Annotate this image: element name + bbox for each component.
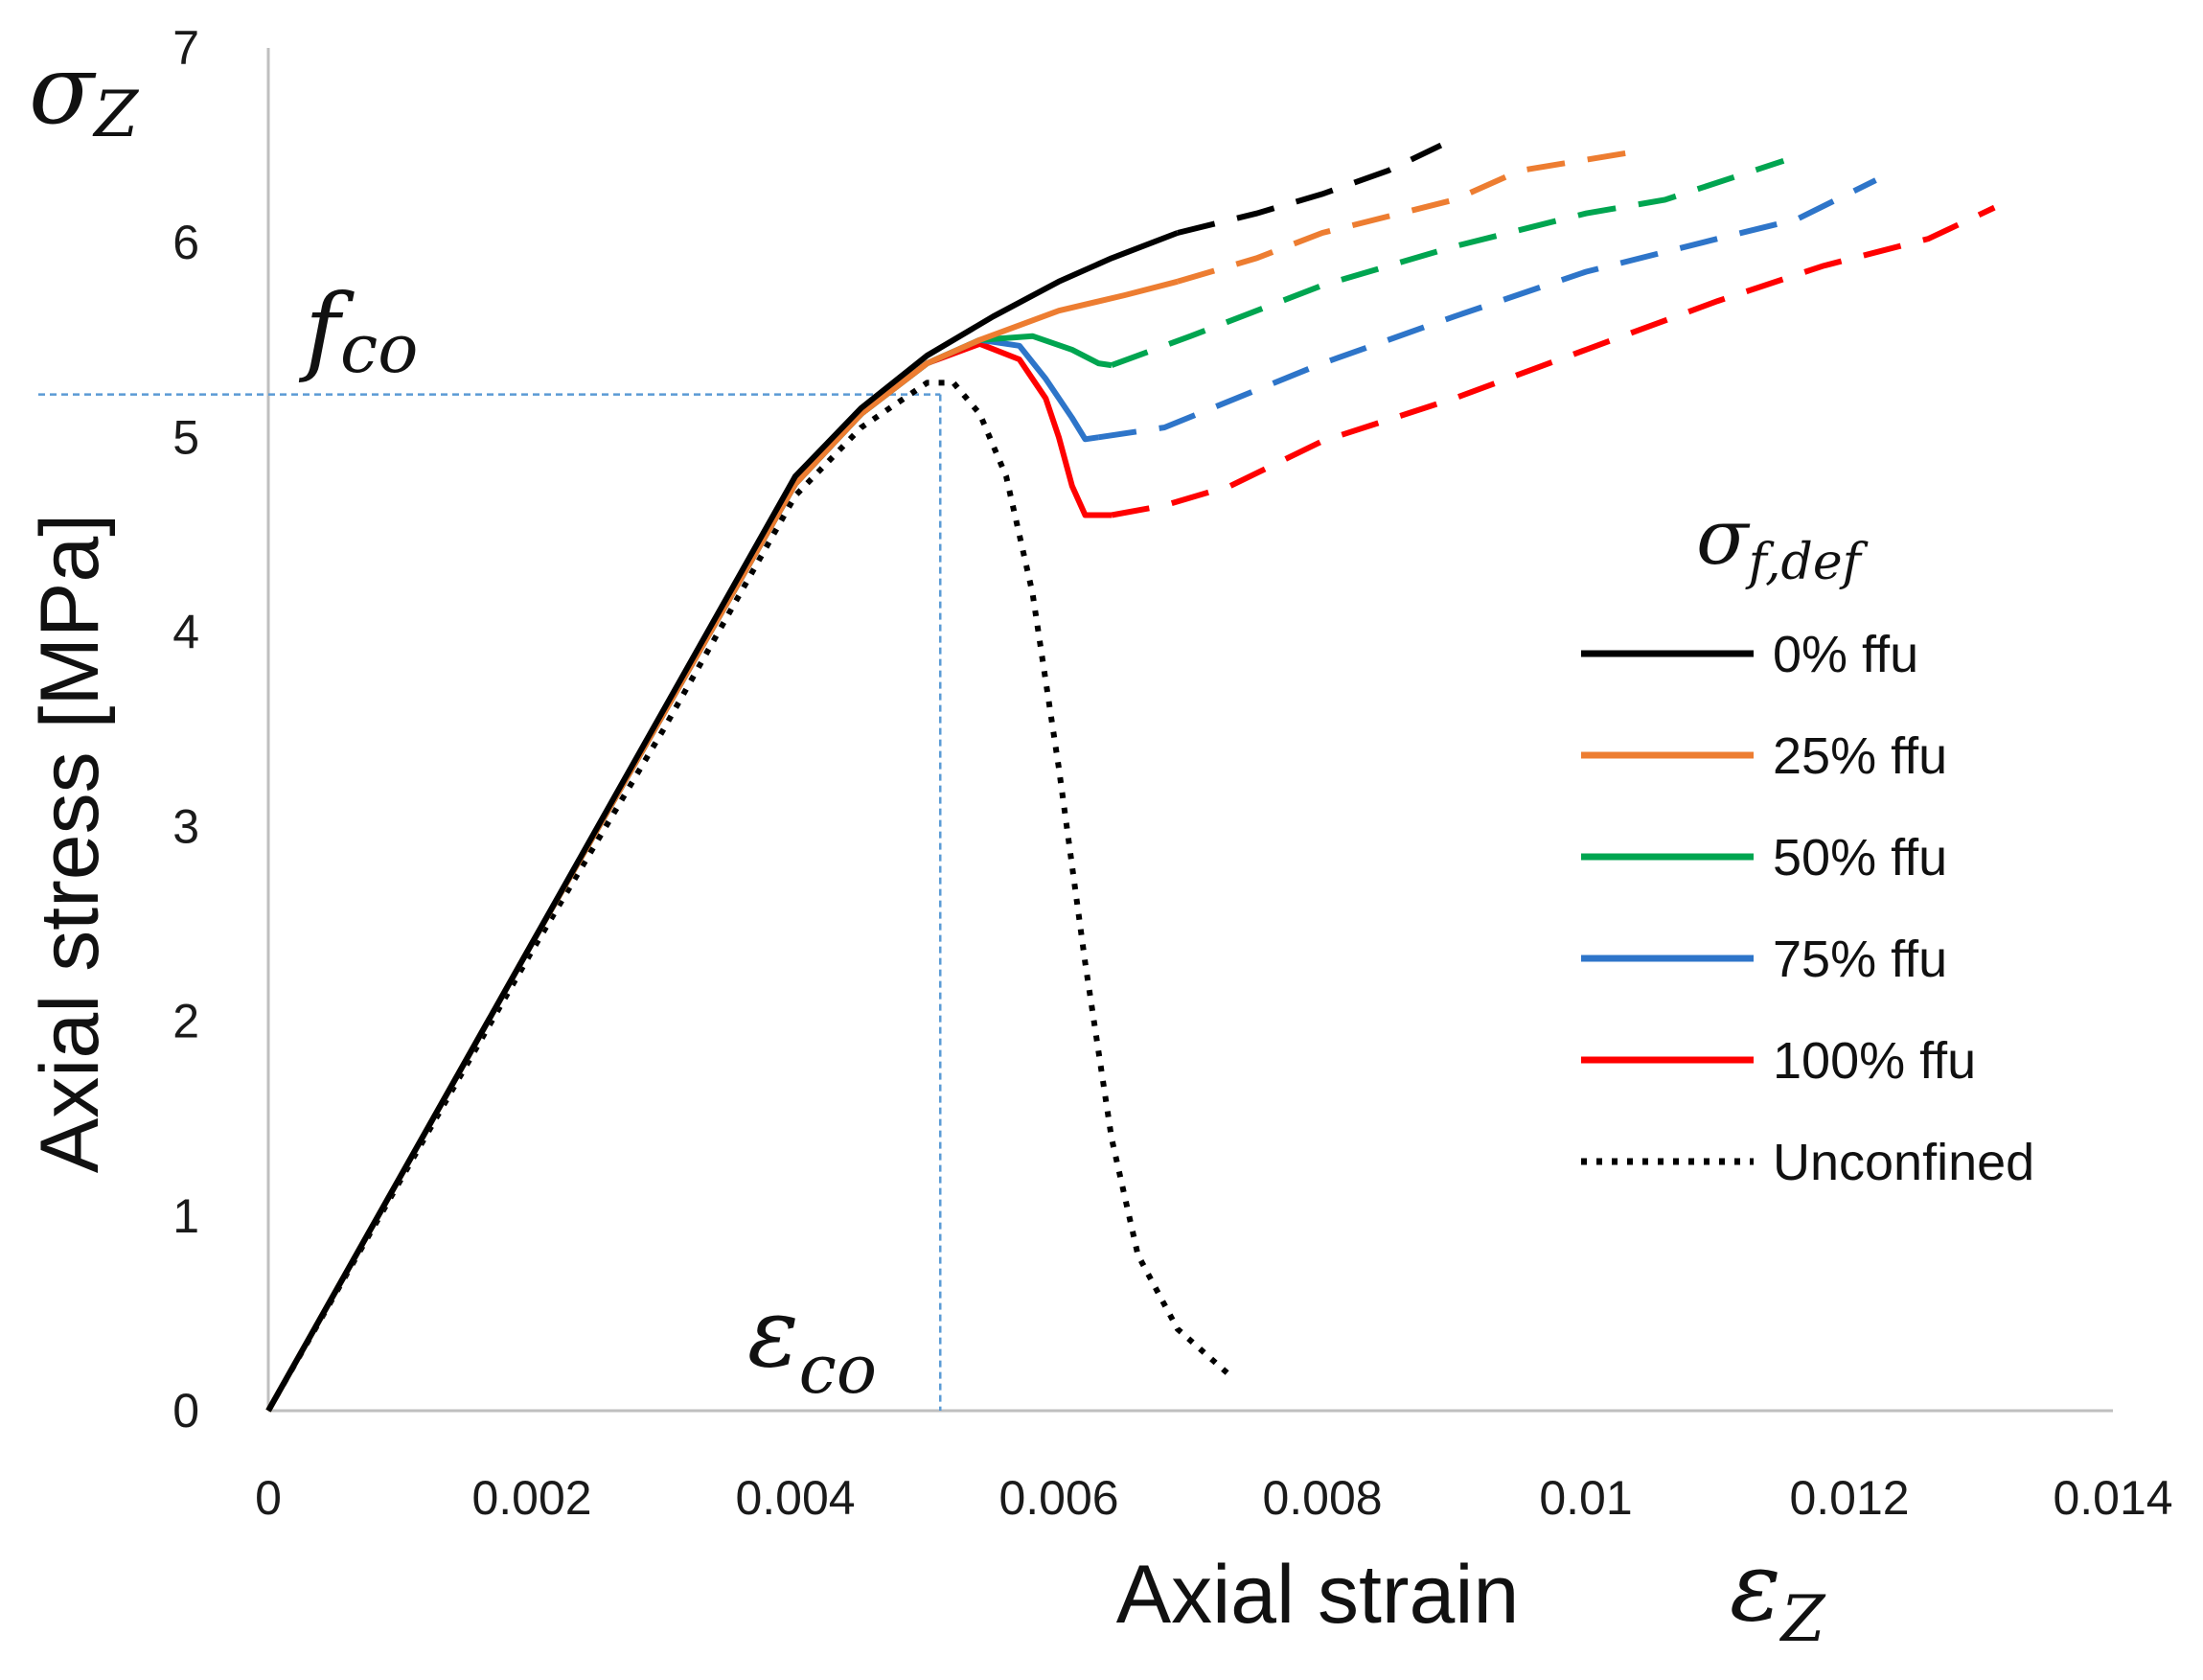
x-tick-label: 0.014 <box>2053 1471 2172 1525</box>
y-tick-label: 1 <box>172 1189 199 1243</box>
x-tick-label: 0.008 <box>1262 1471 1382 1525</box>
y-tick-label: 7 <box>172 21 199 75</box>
series-0pct-ffu-extension <box>1177 142 1443 236</box>
y-tick-label: 3 <box>172 800 199 854</box>
series-100pct-ffu-extension <box>1111 204 1996 518</box>
series-group <box>265 142 1996 1413</box>
x-tick-label: 0.004 <box>735 1471 855 1525</box>
legend-label: 0% ffu <box>1773 626 1918 683</box>
series-75pct-ffu-line <box>265 336 1099 1413</box>
peak-strain-label: εco <box>747 1277 877 1409</box>
legend-label: Unconfined <box>1773 1134 2034 1191</box>
legend-title-main: σ <box>1696 493 1751 582</box>
axis-labels: Axial stress [MPa] Axial strain σZ εZ fc… <box>24 34 1826 1656</box>
legend-items: 0% ffu 25% ffu 50% ffu 75% ffu 100% ffu Uncon… <box>1581 626 2034 1191</box>
series-100pct-ffu-line <box>265 340 1112 1413</box>
legend-label: 50% ffu <box>1773 829 1947 886</box>
y-axis-symbol: σZ <box>29 34 139 151</box>
axes <box>266 48 2113 1413</box>
x-axis-symbol: εZ <box>1730 1530 1826 1656</box>
x-tick-label: 0.012 <box>1789 1471 1909 1525</box>
tick-labels: 0 1 2 3 4 5 6 7 0 0.002 0.004 0.006 0.008 0.01 0.012 0.… <box>172 21 2172 1525</box>
legend-label: 100% ffu <box>1773 1032 1976 1090</box>
x-axis-label: Axial strain <box>1116 1549 1520 1641</box>
peak-strain-label-sub: co <box>799 1330 877 1409</box>
legend-title-sub: f,def <box>1745 534 1869 591</box>
x-tick-label: 0.002 <box>471 1471 591 1525</box>
peak-stress-label: fco <box>298 273 418 388</box>
series-75pct-ffu-extension <box>1097 177 1877 441</box>
y-tick-label: 4 <box>172 605 199 658</box>
legend-title: σf,def <box>1696 493 1869 591</box>
y-axis-symbol-sub: Z <box>92 78 139 151</box>
y-tick-label: 5 <box>172 410 199 464</box>
legend-label: 75% ffu <box>1773 931 1947 988</box>
legend: σf,def 0% ffu 25% ffu 50% ffu 75% ffu 100% f… <box>1581 493 2034 1191</box>
y-tick-label: 2 <box>172 995 199 1048</box>
x-tick-label: 0 <box>255 1471 282 1525</box>
x-axis-symbol-main: ε <box>1730 1530 1781 1643</box>
peak-stress-label-sub: co <box>340 310 418 388</box>
series-25pct-ffu-line <box>265 278 1179 1413</box>
series-unconfined-line <box>265 380 1232 1413</box>
y-axis-label: Axial stress [MPa] <box>24 514 116 1173</box>
x-tick-label: 0.01 <box>1539 1471 1632 1525</box>
x-tick-label: 0.006 <box>998 1471 1118 1525</box>
peak-strain-label-main: ε <box>747 1277 799 1389</box>
series-50pct-ffu-extension <box>1110 157 1785 368</box>
series-0pct-ffu-line <box>265 230 1179 1413</box>
x-axis-symbol-sub: Z <box>1779 1582 1826 1656</box>
y-tick-label: 6 <box>172 216 199 269</box>
reference-lines <box>38 393 942 1411</box>
y-tick-label: 0 <box>172 1384 199 1438</box>
legend-label: 25% ffu <box>1773 727 1947 785</box>
series-50pct-ffu-line <box>265 333 1113 1413</box>
series-25pct-ffu-extension <box>1176 148 1640 285</box>
y-axis-symbol-main: σ <box>29 34 97 146</box>
